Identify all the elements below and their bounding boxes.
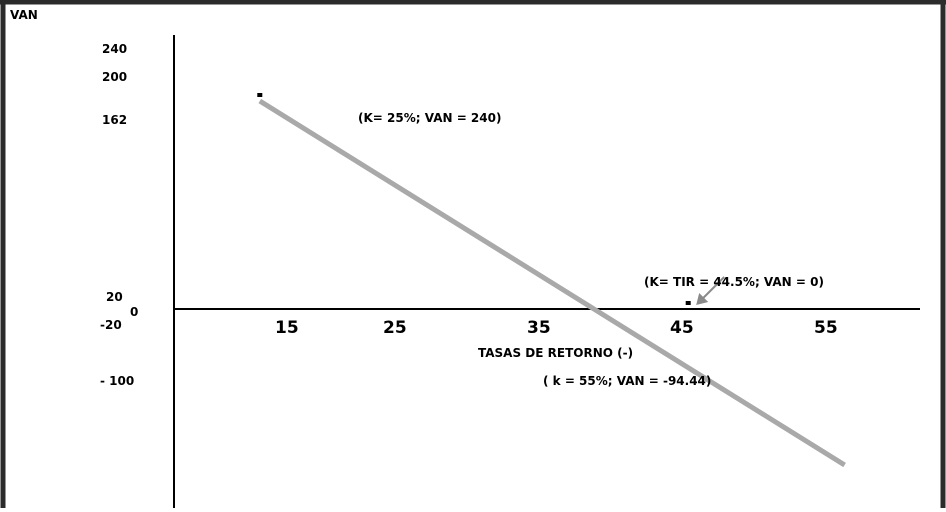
- point-marker: [257, 93, 263, 97]
- annotation-arrow-shaft: [701, 276, 725, 300]
- y-tick-label: 200: [102, 70, 127, 84]
- annotation-tir: (K= TIR = 44.5%; VAN = 0): [644, 275, 824, 289]
- x-tick-label: 35: [527, 318, 551, 338]
- point-marker: [685, 301, 691, 305]
- y-tick-label: 240: [102, 42, 127, 56]
- annotation-k55: ( k = 55%; VAN = -94.44): [543, 374, 711, 388]
- x-tick-label: 25: [383, 318, 407, 338]
- npv-line: [258, 98, 846, 468]
- series-layer: [257, 93, 846, 468]
- y-tick-label: 20: [106, 290, 123, 304]
- x-tick-label: 55: [814, 318, 838, 338]
- x-axis-label: TASAS DE RETORNO (-): [478, 346, 633, 360]
- y-tick-label: -20: [100, 318, 122, 332]
- x-tick-label: 15: [275, 318, 299, 338]
- y-tick-label: - 100: [100, 374, 134, 388]
- y-tick-label: 162: [102, 113, 127, 127]
- y-tick-label: 0: [130, 305, 138, 319]
- y-axis-label: VAN: [10, 8, 38, 22]
- x-tick-label: 45: [670, 318, 694, 338]
- annotation-k25: (K= 25%; VAN = 240): [358, 111, 501, 125]
- annotation-arrow-head: [696, 293, 709, 305]
